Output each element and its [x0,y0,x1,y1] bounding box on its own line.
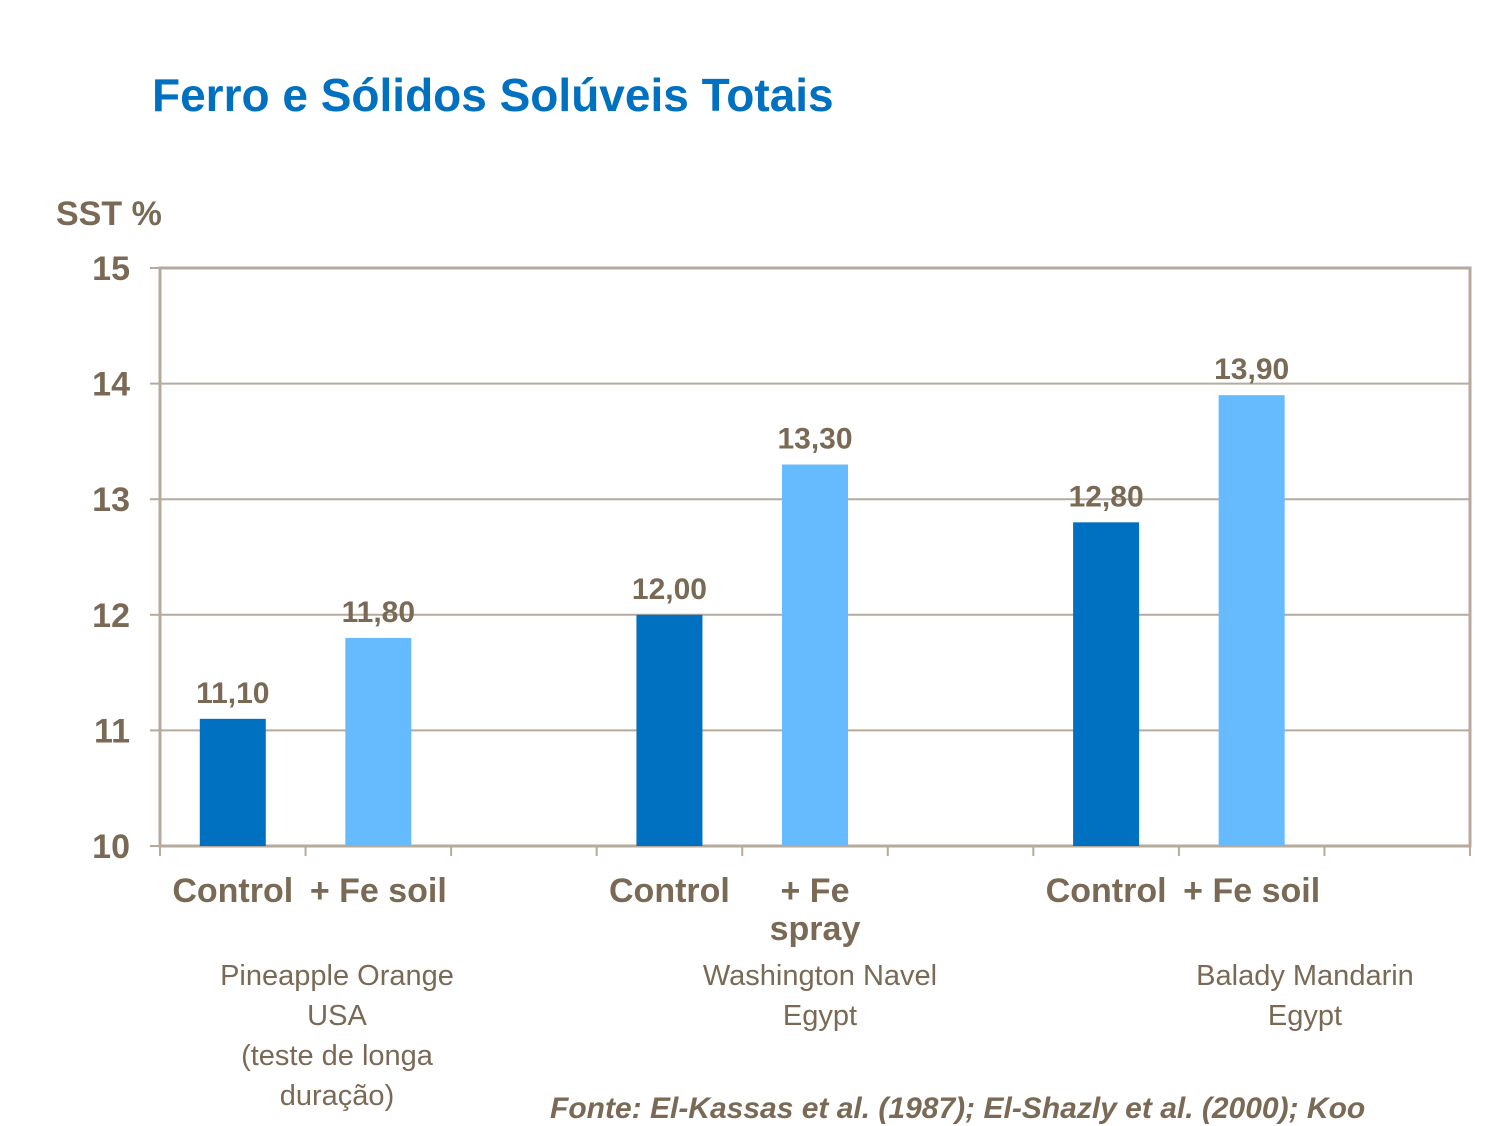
x-category-label: Control [1045,872,1167,910]
x-category-label: + Fe spray [769,872,861,948]
group-label: Balady Mandarin Egypt [1196,960,1414,1032]
bar [1073,522,1140,846]
bar [345,637,412,846]
data-label: 13,30 [777,423,852,456]
x-category-label: + Fe soil [309,872,447,910]
data-label: 11,10 [196,677,269,710]
bar [782,464,848,846]
source-note: Fonte: El-Kassas et al. (1987); El-Shazl… [550,1092,1366,1125]
chart-title: Ferro e Sólidos Solúveis Totais [152,69,834,121]
y-tick-label: 12 [92,597,130,635]
y-tick-label: 13 [92,481,130,519]
data-label: 12,80 [1069,480,1144,513]
group-label: Washington Navel Egypt [702,960,938,1032]
x-category-label: + Fe soil [1183,872,1321,910]
data-label: 11,80 [342,596,415,629]
group-label: Pineapple Orange USA (teste de longa duraçã… [220,960,454,1112]
y-axis-label: SST % [56,195,162,233]
bar [1218,395,1285,846]
x-category-label: Control [609,872,730,910]
y-tick-label: 10 [92,828,130,866]
y-tick-label: 11 [94,712,130,750]
y-tick-label: 15 [92,250,130,288]
data-label: 12,00 [632,573,707,606]
x-category-label: Control [172,872,294,910]
data-label: 13,90 [1214,353,1289,386]
bar [199,718,266,846]
bar [636,614,703,846]
y-tick-label: 14 [92,366,130,404]
